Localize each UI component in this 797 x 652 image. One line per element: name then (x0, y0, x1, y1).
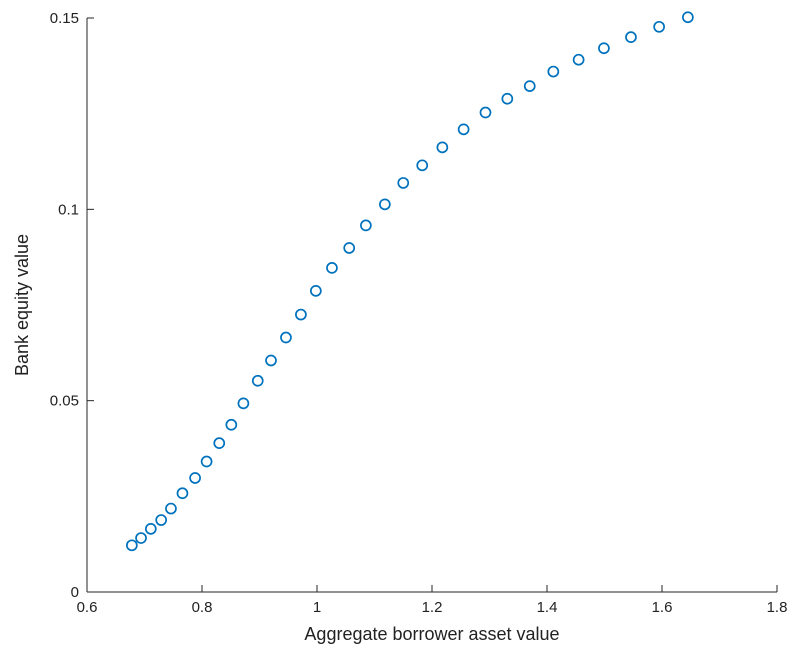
data-point (326, 262, 338, 274)
data-point (457, 123, 470, 136)
data-point (251, 374, 264, 387)
ticks: 0.6 0.8 1 1.2 1.4 1.6 1.8 0 0.05 0.1 0.15 (50, 10, 788, 616)
x-tick-label: 0.6 (77, 599, 98, 616)
data-point (165, 502, 177, 515)
y-tick-label: 0.15 (50, 10, 79, 27)
data-point (682, 11, 694, 24)
data-point (213, 437, 226, 449)
x-tick-label: 1.6 (652, 599, 673, 616)
data-point (155, 514, 168, 526)
x-tick-label: 1.2 (422, 599, 443, 616)
x-tick-label: 1 (313, 599, 321, 616)
data-point (653, 20, 665, 33)
data-point (225, 418, 238, 431)
data-point (360, 219, 372, 232)
data-point (479, 106, 492, 119)
axes (86, 18, 777, 593)
y-tick-label: 0 (71, 584, 79, 601)
data-point (280, 331, 292, 344)
y-tick-label: 0.05 (50, 393, 79, 410)
x-tick-label: 1.8 (767, 599, 788, 616)
data-point (379, 198, 391, 211)
data-point (397, 177, 410, 189)
y-axis-label: Bank equity value (12, 234, 32, 376)
data-point (295, 308, 307, 321)
x-tick-label: 1.4 (537, 599, 558, 616)
data-point (572, 53, 585, 66)
data-point (144, 523, 157, 535)
data-point (126, 539, 138, 552)
data-point (343, 242, 356, 254)
data-point (200, 455, 213, 468)
data-point (310, 284, 322, 297)
x-axis-label: Aggregate borrower asset value (304, 624, 559, 644)
y-tick-label: 0.1 (58, 201, 79, 218)
data-point (416, 159, 429, 172)
data-point (501, 92, 514, 105)
data-point (237, 397, 250, 410)
data-points (126, 11, 694, 552)
data-point (176, 487, 189, 500)
data-point (436, 141, 449, 154)
data-point (547, 65, 560, 78)
data-point (135, 532, 147, 544)
x-tick-label: 0.8 (192, 599, 213, 616)
data-point (189, 472, 201, 484)
data-point (265, 354, 277, 367)
data-point (598, 42, 610, 55)
data-point (523, 80, 536, 92)
data-point (625, 31, 637, 43)
